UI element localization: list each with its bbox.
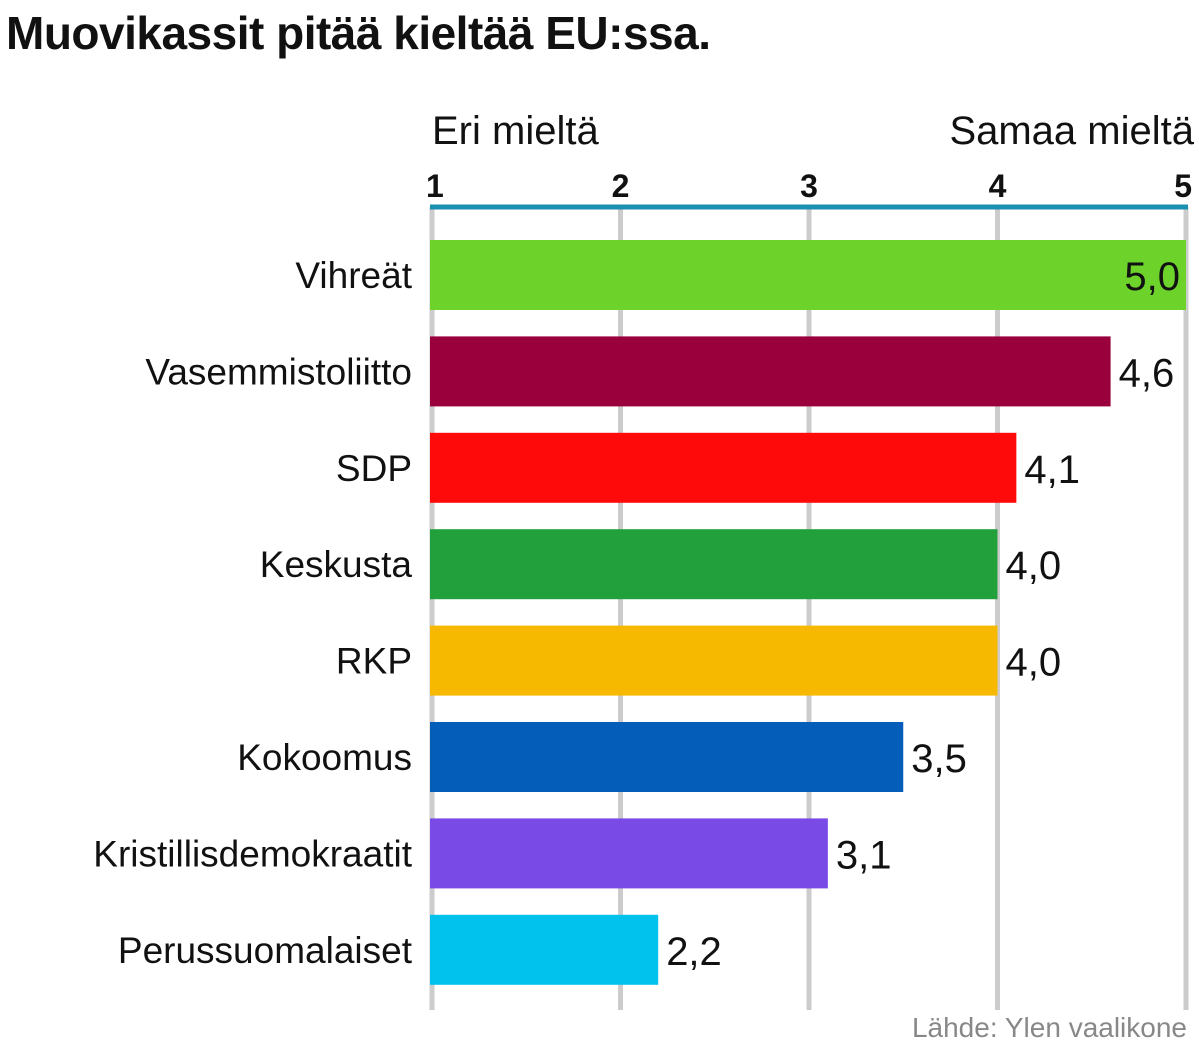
low-end-label: Eri mieltä (432, 109, 599, 153)
value-label-5: 3,5 (911, 737, 967, 781)
bar-3 (430, 529, 998, 600)
category-label-2: SDP (336, 448, 412, 489)
bar-5 (430, 722, 904, 792)
tick-label-3: 3 (800, 168, 818, 204)
source-note: Lähde: Ylen vaalikone (911, 1012, 1187, 1043)
bar-4 (430, 625, 998, 696)
value-label-1: 4,6 (1119, 351, 1175, 395)
value-label-7: 2,2 (666, 930, 722, 974)
bar-1 (430, 336, 1111, 407)
bar-6 (430, 818, 828, 889)
value-label-6: 3,1 (836, 833, 892, 877)
value-label-2: 4,1 (1024, 448, 1080, 492)
high-end-label: Samaa mieltä (949, 109, 1194, 153)
bars (430, 240, 1186, 985)
category-label-1: Vasemmistoliitto (145, 351, 412, 392)
category-label-0: Vihreät (295, 255, 412, 296)
bar-7 (430, 914, 659, 985)
tick-label-1: 1 (426, 168, 444, 204)
chart-title: Muovikassit pitää kieltää EU:ssa. (6, 7, 711, 59)
category-label-7: Perussuomalaiset (118, 930, 413, 971)
category-label-3: Keskusta (260, 544, 413, 585)
labels: Vihreät 5,0 Vasemmistoliitto 4,6 SDP 4,1 Kesku… (93, 255, 1180, 974)
category-label-5: Kokoomus (237, 737, 412, 778)
value-label-0: 5,0 (1124, 255, 1180, 299)
x-axis: 1 2 3 4 5 Eri mieltä Samaa mieltä (426, 109, 1195, 210)
value-label-4: 4,0 (1006, 641, 1062, 685)
tick-label-2: 2 (612, 168, 630, 204)
category-label-6: Kristillisdemokraatit (93, 833, 412, 874)
bar-2 (430, 432, 1017, 503)
value-label-3: 4,0 (1006, 544, 1062, 588)
tick-label-4: 4 (989, 168, 1007, 204)
bar-0 (430, 240, 1186, 310)
tick-label-5: 5 (1174, 168, 1192, 204)
gridlines (429, 207, 1189, 1010)
category-label-4: RKP (336, 641, 412, 682)
